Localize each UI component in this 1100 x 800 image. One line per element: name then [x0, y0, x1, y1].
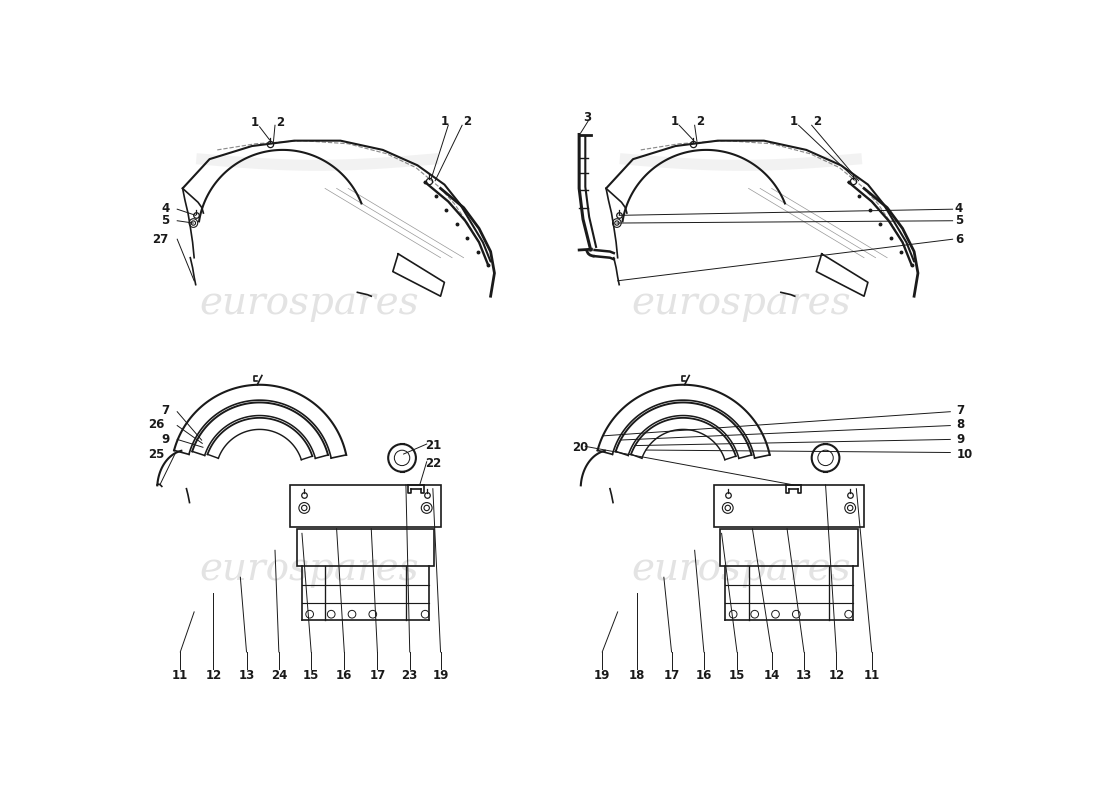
Text: 2: 2: [463, 115, 471, 128]
Text: 18: 18: [629, 669, 645, 682]
Text: 1: 1: [671, 115, 679, 128]
Text: 26: 26: [148, 418, 165, 431]
Text: 1: 1: [251, 117, 258, 130]
Text: 9: 9: [162, 433, 169, 446]
Text: 17: 17: [370, 669, 385, 682]
Bar: [290, 485, 440, 527]
Text: 8: 8: [957, 418, 965, 431]
Text: 10: 10: [957, 447, 972, 461]
Text: 2: 2: [276, 116, 285, 129]
Text: 6: 6: [955, 233, 964, 246]
Text: 14: 14: [763, 669, 780, 682]
Bar: [714, 485, 865, 527]
Text: 15: 15: [729, 669, 745, 682]
Text: 21: 21: [425, 439, 441, 452]
Text: 4: 4: [955, 202, 964, 215]
Text: 22: 22: [425, 457, 441, 470]
Text: 2: 2: [696, 115, 704, 128]
Text: eurospares: eurospares: [631, 286, 850, 322]
Text: 11: 11: [864, 669, 880, 682]
Text: 25: 25: [148, 447, 165, 461]
Text: 9: 9: [957, 433, 965, 446]
Text: 5: 5: [162, 214, 169, 227]
Text: eurospares: eurospares: [200, 286, 419, 322]
Text: 7: 7: [162, 404, 169, 417]
Text: 16: 16: [337, 669, 352, 682]
Text: 13: 13: [796, 669, 812, 682]
Text: eurospares: eurospares: [200, 551, 419, 588]
Text: 19: 19: [432, 669, 449, 682]
Text: 24: 24: [271, 669, 287, 682]
Text: 23: 23: [402, 669, 418, 682]
Text: 12: 12: [828, 669, 845, 682]
Text: 27: 27: [152, 233, 168, 246]
Text: 12: 12: [206, 669, 221, 682]
Text: 16: 16: [695, 669, 712, 682]
Text: 19: 19: [594, 669, 610, 682]
Bar: [720, 529, 858, 566]
Text: 15: 15: [302, 669, 319, 682]
Text: 20: 20: [573, 442, 588, 454]
Text: 2: 2: [813, 115, 821, 128]
Text: 17: 17: [663, 669, 680, 682]
Text: 1: 1: [790, 115, 798, 128]
Bar: [297, 529, 434, 566]
Text: 1: 1: [441, 115, 449, 128]
Text: 7: 7: [957, 404, 965, 417]
Text: eurospares: eurospares: [631, 551, 850, 588]
Text: 5: 5: [955, 214, 964, 227]
Text: 3: 3: [583, 111, 591, 124]
Text: 4: 4: [162, 202, 169, 215]
Text: 13: 13: [239, 669, 254, 682]
Text: 11: 11: [173, 669, 188, 682]
